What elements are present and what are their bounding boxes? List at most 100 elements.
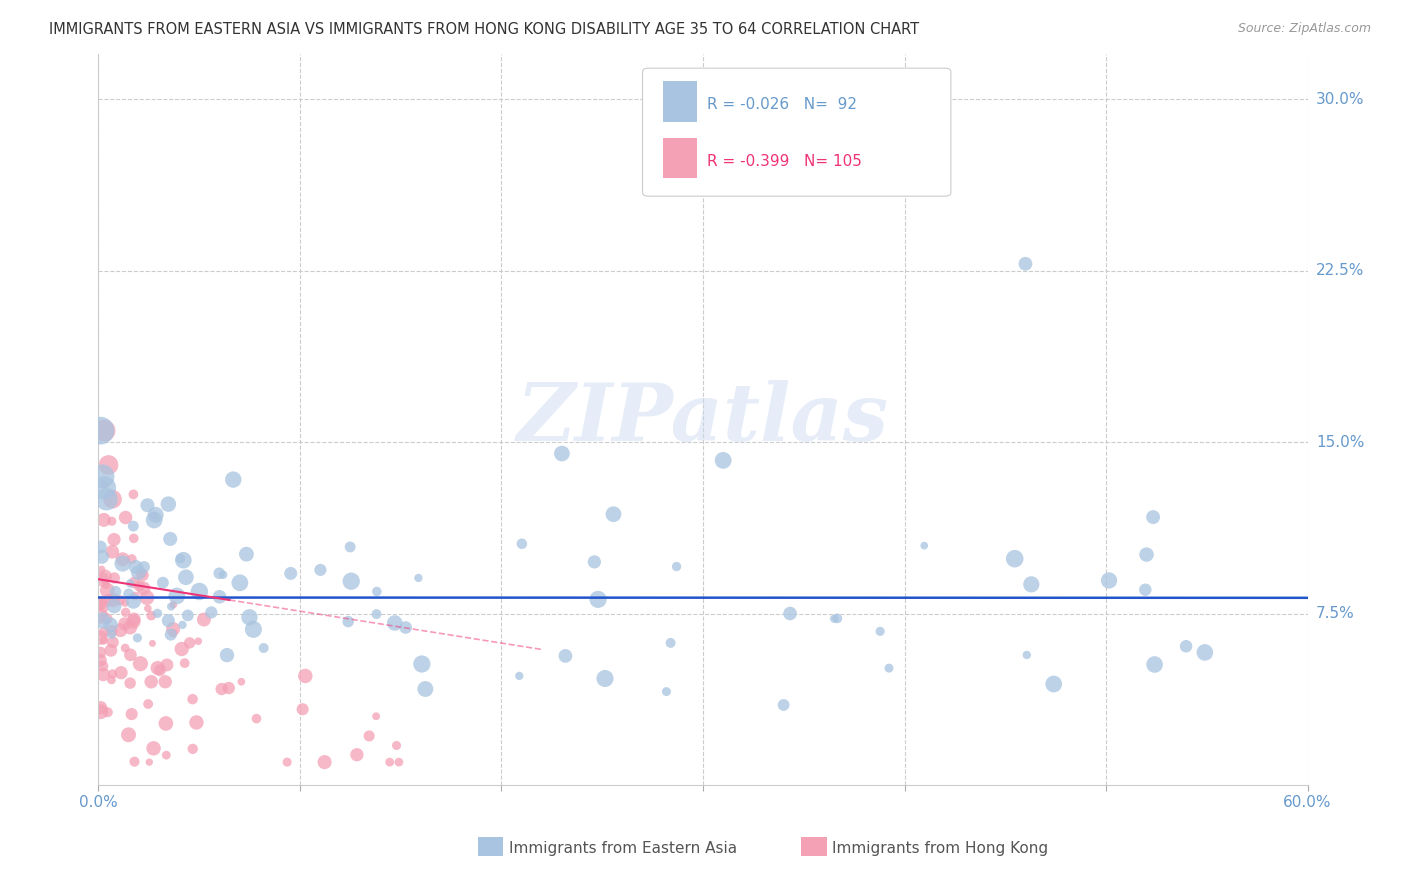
Point: [120, 576, 142, 591]
Point: [124, 755, 146, 769]
Point: [114, 605, 136, 619]
Point: [127, 631, 149, 645]
Point: [378, 755, 401, 769]
Point: [294, 669, 316, 683]
Point: [651, 156, 673, 170]
Point: [138, 755, 160, 769]
Point: [91, 573, 114, 587]
Point: [408, 571, 430, 585]
Point: [136, 697, 159, 711]
Point: [172, 553, 194, 567]
Point: [238, 610, 260, 624]
Point: [100, 617, 122, 632]
Point: [172, 618, 194, 632]
Point: [415, 681, 437, 696]
Point: [229, 575, 252, 590]
Point: [114, 596, 136, 610]
Point: [337, 615, 360, 629]
Point: [215, 648, 238, 662]
Point: [1135, 582, 1157, 597]
Point: [122, 487, 145, 501]
FancyBboxPatch shape: [664, 137, 697, 178]
Point: [152, 575, 174, 590]
Point: [142, 508, 165, 523]
Point: [90, 600, 112, 615]
Point: [91, 614, 114, 628]
Point: [384, 615, 406, 630]
Text: 15.0%: 15.0%: [1316, 434, 1364, 450]
Point: [157, 614, 180, 628]
Point: [160, 599, 183, 614]
Point: [583, 555, 606, 569]
Point: [208, 566, 231, 581]
Point: [366, 584, 388, 599]
Point: [90, 593, 112, 607]
Point: [1015, 648, 1038, 662]
Text: IMMIGRANTS FROM EASTERN ASIA VS IMMIGRANTS FROM HONG KONG DISABILITY AGE 35 TO 6: IMMIGRANTS FROM EASTERN ASIA VS IMMIGRAN…: [49, 22, 920, 37]
Point: [602, 507, 624, 521]
Point: [291, 702, 314, 716]
Point: [173, 656, 195, 670]
Point: [89, 612, 111, 626]
Point: [89, 596, 111, 610]
Point: [114, 510, 136, 524]
Point: [122, 594, 145, 608]
Point: [411, 657, 433, 671]
Point: [146, 607, 169, 621]
Point: [127, 566, 149, 580]
Point: [1143, 657, 1166, 672]
Point: [1098, 574, 1121, 588]
Point: [120, 676, 142, 690]
Point: [111, 557, 134, 571]
Point: [143, 513, 166, 527]
Point: [827, 611, 849, 625]
Point: [96, 492, 118, 507]
Point: [1142, 510, 1164, 524]
Point: [93, 481, 115, 495]
Point: [1014, 257, 1036, 271]
Point: [245, 712, 267, 726]
Point: [91, 667, 114, 681]
Text: 30.0%: 30.0%: [1316, 92, 1364, 107]
Point: [1135, 548, 1157, 562]
Point: [141, 674, 163, 689]
Point: [141, 636, 163, 650]
Point: [366, 607, 388, 622]
Point: [188, 584, 211, 599]
Point: [124, 589, 146, 603]
Point: [157, 497, 180, 511]
Point: [89, 540, 111, 554]
Point: [346, 747, 368, 762]
Point: [174, 570, 197, 584]
Text: R = -0.399   N= 105: R = -0.399 N= 105: [707, 153, 862, 169]
Point: [93, 633, 115, 648]
Point: [156, 657, 179, 672]
Point: [93, 424, 115, 438]
Point: [181, 742, 204, 756]
Point: [96, 583, 118, 598]
Point: [132, 582, 155, 596]
Point: [101, 545, 124, 559]
Point: [510, 537, 533, 551]
Point: [235, 547, 257, 561]
Point: [136, 601, 159, 615]
Point: [1021, 577, 1043, 591]
Point: [91, 469, 114, 483]
Point: [89, 424, 111, 438]
Point: [155, 748, 177, 763]
Point: [91, 599, 114, 614]
Point: [128, 579, 150, 593]
Point: [218, 681, 240, 695]
Point: [508, 669, 530, 683]
Text: 7.5%: 7.5%: [1316, 606, 1354, 621]
Point: [89, 645, 111, 659]
Point: [1175, 640, 1198, 654]
Point: [101, 635, 124, 649]
Point: [93, 625, 115, 640]
Point: [869, 624, 891, 639]
Point: [136, 498, 159, 512]
FancyBboxPatch shape: [643, 68, 950, 196]
FancyBboxPatch shape: [664, 81, 697, 121]
Point: [186, 715, 208, 730]
Point: [169, 551, 191, 566]
